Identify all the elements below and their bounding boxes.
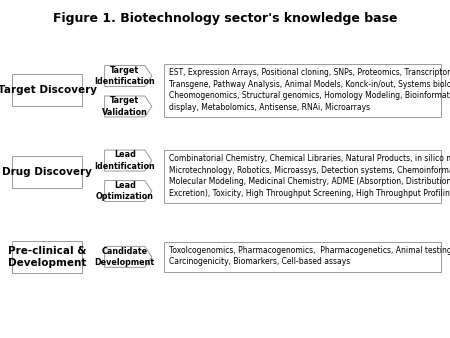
Polygon shape <box>104 150 152 171</box>
Text: Target Discovery: Target Discovery <box>0 84 97 95</box>
Text: Lead
Optimization: Lead Optimization <box>96 181 154 201</box>
FancyBboxPatch shape <box>164 242 441 272</box>
Text: Toxolcogenomics, Pharmacogenomics,  Pharmacogenetics, Animal testing,
Carcinogen: Toxolcogenomics, Pharmacogenomics, Pharm… <box>169 246 450 266</box>
FancyBboxPatch shape <box>12 156 82 189</box>
FancyBboxPatch shape <box>12 74 82 105</box>
FancyBboxPatch shape <box>164 64 441 117</box>
Text: Combinatorial Chemistry, Chemical Libraries, Natural Products, in silico modelin: Combinatorial Chemistry, Chemical Librar… <box>169 154 450 198</box>
Text: Lead
Identification: Lead Identification <box>94 150 155 171</box>
Polygon shape <box>104 180 152 201</box>
Polygon shape <box>104 96 152 117</box>
Polygon shape <box>104 66 152 87</box>
Text: Target
Identification: Target Identification <box>94 66 155 86</box>
Text: Figure 1. Biotechnology sector's knowledge base: Figure 1. Biotechnology sector's knowled… <box>53 12 397 25</box>
FancyBboxPatch shape <box>12 241 82 273</box>
Text: Pre-clinical &
Development: Pre-clinical & Development <box>8 246 86 268</box>
Text: Drug Discovery: Drug Discovery <box>2 167 92 177</box>
Text: Target
Validation: Target Validation <box>102 96 148 117</box>
Text: EST, Expression Arrays, Positional cloning, SNPs, Proteomics, Transcriptomics,
T: EST, Expression Arrays, Positional cloni… <box>169 68 450 112</box>
Text: Candidate
Development: Candidate Development <box>94 247 155 267</box>
FancyBboxPatch shape <box>164 150 441 203</box>
Polygon shape <box>104 246 152 267</box>
